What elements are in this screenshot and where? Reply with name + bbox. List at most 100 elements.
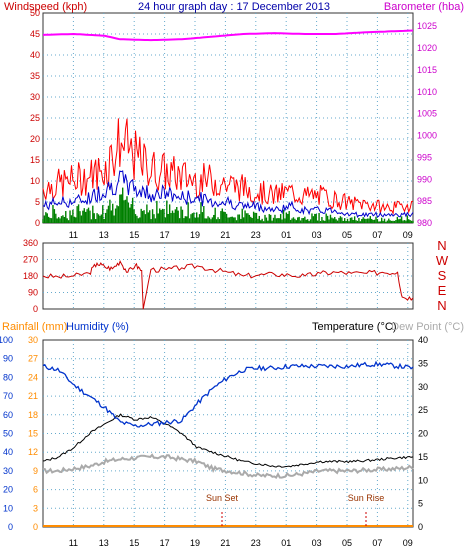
humidity-tick-label: 80: [3, 372, 13, 382]
barometer-line: [42, 29, 414, 42]
graph-title: 24 hour graph day : 17 December 2013: [138, 1, 330, 13]
windspeed-tick-label: 40: [30, 50, 40, 60]
temperature-line: [42, 413, 414, 468]
barometer-tick-label: 1005: [417, 109, 437, 119]
windspeed-axis-title: Windspeed (kph): [4, 1, 87, 13]
rainfall-tick-label: 18: [28, 410, 38, 420]
direction-line: [42, 260, 414, 310]
x-tick-label: 17: [160, 538, 170, 548]
rainfall-tick-label: 6: [33, 485, 38, 495]
temperature-tick-label: 10: [418, 475, 428, 485]
rainfall-ticks: 0 3 6 9 12 15 18 21 24 27 30: [28, 335, 38, 532]
temperature-tick-label: 25: [418, 405, 428, 415]
humidity-tick-label: 10: [3, 503, 13, 513]
windspeed-tick-label: 0: [35, 218, 40, 228]
rainfall-tick-label: 30: [28, 335, 38, 345]
wind-average-line: [42, 170, 414, 219]
temperature-x-ticks: 11 13 15 17 19 21 23 01 03 05 07 09: [69, 538, 413, 548]
windspeed-tick-label: 10: [30, 176, 40, 186]
x-tick-label: 19: [190, 538, 200, 548]
humidity-tick-label: 20: [3, 485, 13, 495]
windspeed-tick-label: 20: [30, 134, 40, 144]
rainfall-tick-label: 15: [28, 429, 38, 439]
windspeed-tick-label: 50: [30, 8, 40, 18]
humidity-tick-label: 100: [0, 335, 13, 345]
windspeed-tick-label: 25: [30, 113, 40, 123]
rainfall-tick-label: 3: [33, 503, 38, 513]
dewpoint-line: [42, 453, 414, 480]
direction-tick-label: 0: [33, 304, 38, 314]
rainfall-tick-label: 27: [28, 354, 38, 364]
windspeed-ticks: 0 5 10 15 20 25 30 35 40 45 50: [30, 8, 40, 228]
x-tick-label: 21: [220, 230, 230, 240]
direction-panel-grid: [43, 243, 413, 309]
barometer-ticks: 980 985 990 995 1000 1005 1010 1015 1020 1025: [417, 21, 437, 228]
x-tick-label: 01: [281, 538, 291, 548]
humidity-axis-title: Humidity (%): [66, 321, 129, 333]
wind-series: [42, 118, 414, 223]
sunset-label: Sun Set: [206, 493, 239, 503]
barometer-tick-label: 1010: [417, 87, 437, 97]
compass-letter: W: [436, 253, 449, 268]
humidity-tick-label: 40: [3, 447, 13, 457]
rainfall-axis-title: Rainfall (mm): [2, 321, 67, 333]
direction-tick-label: 90: [28, 288, 38, 298]
x-tick-label: 01: [281, 230, 291, 240]
barometer-tick-label: 995: [417, 152, 432, 162]
barometer-axis-title: Barometer (hba): [384, 1, 464, 13]
x-tick-label: 11: [69, 538, 78, 548]
temperature-panel-grid: [43, 340, 413, 527]
x-tick-label: 23: [251, 230, 261, 240]
rainfall-tick-label: 9: [33, 466, 38, 476]
humidity-tick-label: 90: [3, 354, 13, 364]
humidity-tick-label: 60: [3, 410, 13, 420]
barometer-tick-label: 1015: [417, 65, 437, 75]
temperature-tick-label: 15: [418, 452, 428, 462]
compass-letter: E: [438, 283, 447, 298]
x-tick-label: 15: [129, 230, 139, 240]
x-tick-label: 11: [69, 230, 78, 240]
barometer-tick-label: 1000: [417, 131, 437, 141]
temperature-tick-label: 30: [418, 382, 428, 392]
dewpoint-axis-title: Dew Point (°C): [391, 321, 464, 333]
temperature-tick-label: 5: [418, 499, 423, 509]
x-tick-label: 07: [372, 538, 382, 548]
humidity-tick-label: 0: [8, 522, 13, 532]
rainfall-tick-label: 0: [33, 522, 38, 532]
compass-letter: N: [437, 298, 446, 313]
barometer-tick-label: 985: [417, 196, 432, 206]
direction-tick-label: 270: [23, 255, 38, 265]
windspeed-tick-label: 5: [35, 197, 40, 207]
sunrise-label: Sun Rise: [348, 493, 385, 503]
rainfall-tick-label: 24: [28, 372, 38, 382]
direction-ticks: 0 90 180 270 360: [23, 238, 38, 314]
temperature-ticks: 0 5 10 15 20 25 30 35 40: [418, 335, 428, 532]
x-tick-label: 05: [342, 538, 352, 548]
x-tick-label: 13: [99, 538, 109, 548]
windspeed-tick-label: 35: [30, 71, 40, 81]
humidity-tick-label: 70: [3, 391, 13, 401]
x-tick-label: 09: [403, 230, 413, 240]
x-tick-label: 09: [403, 538, 413, 548]
x-tick-label: 07: [372, 230, 382, 240]
temperature-tick-label: 20: [418, 429, 428, 439]
x-tick-label: 13: [99, 230, 109, 240]
temperature-tick-label: 35: [418, 358, 428, 368]
rainfall-tick-label: 12: [28, 447, 38, 457]
x-tick-label: 17: [160, 230, 170, 240]
barometer-tick-label: 990: [417, 174, 432, 184]
wind-gust-line: [42, 118, 414, 216]
barometer-tick-label: 1020: [417, 43, 437, 53]
windspeed-tick-label: 30: [30, 92, 40, 102]
windspeed-tick-label: 45: [30, 29, 40, 39]
humidity-line: [42, 360, 414, 428]
barometer-tick-label: 980: [417, 218, 432, 228]
compass-letter: N: [437, 238, 446, 253]
direction-tick-label: 360: [23, 238, 38, 248]
wind-x-ticks: 11 13 15 17 19 21 23 01 03 05 07 09: [69, 230, 413, 240]
rainfall-tick-label: 21: [28, 391, 38, 401]
x-tick-label: 05: [342, 230, 352, 240]
temperature-tick-label: 0: [418, 522, 423, 532]
